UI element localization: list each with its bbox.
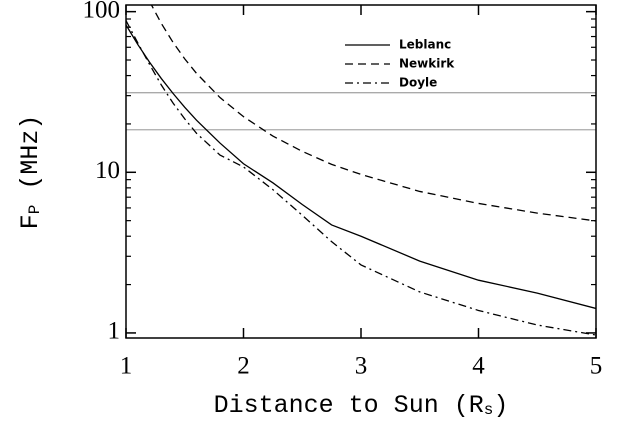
legend-label: Newkirk bbox=[399, 57, 455, 71]
legend-label: Doyle bbox=[399, 76, 437, 90]
y-tick-label: 1 bbox=[108, 318, 121, 345]
x-tick-label: 1 bbox=[120, 353, 133, 380]
x-label-rest: ) bbox=[493, 391, 508, 420]
series-line bbox=[126, 24, 596, 310]
y-label-sub: P bbox=[26, 205, 44, 215]
y-label-rest: (MHz) bbox=[16, 115, 45, 205]
plot-frame bbox=[125, 4, 597, 339]
x-tick-label: 4 bbox=[472, 353, 485, 380]
x-tick-label: 3 bbox=[355, 353, 368, 380]
series-line bbox=[126, 20, 596, 336]
x-tick-label: 2 bbox=[237, 353, 250, 380]
y-tick-label: 10 bbox=[95, 157, 120, 184]
y-label-main: F bbox=[16, 214, 45, 229]
y-axis-label: FP (MHz) bbox=[16, 115, 45, 230]
y-tick-label: 100 bbox=[83, 0, 121, 23]
x-tick-label: 5 bbox=[590, 353, 603, 380]
x-label-sub: s bbox=[484, 401, 494, 419]
series-line bbox=[150, 5, 596, 222]
x-label-main: Distance to Sun (R bbox=[214, 391, 484, 420]
legend-label: Leblanc bbox=[399, 38, 451, 52]
x-axis-label: Distance to Sun (Rs) bbox=[214, 391, 509, 420]
